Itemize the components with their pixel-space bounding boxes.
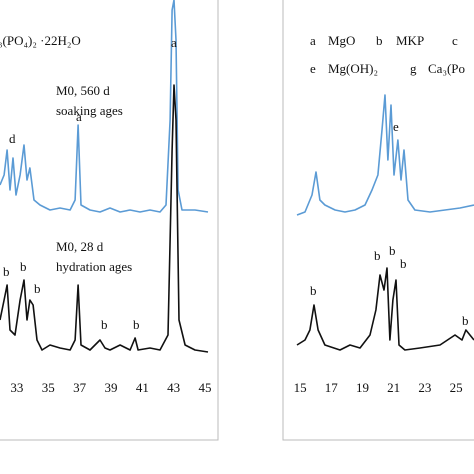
annotation: soaking ages xyxy=(56,103,123,118)
x-tick-label: 25 xyxy=(450,380,463,395)
legend-key: g xyxy=(410,61,417,76)
peak-label: b xyxy=(462,313,469,328)
x-tick-label: 21 xyxy=(387,380,400,395)
annotation: hydration ages xyxy=(56,259,132,274)
xrd-trace xyxy=(296,94,474,216)
legend-text: Mg(OH)₂ xyxy=(328,61,378,76)
x-tick-label: 33 xyxy=(10,380,23,395)
annotation: M0, 560 d xyxy=(56,83,110,98)
left-panel: 33 35 37 39 41 43 45 xyxy=(0,0,212,395)
x-tick-label: 45 xyxy=(199,380,212,395)
legend-key: e xyxy=(310,61,316,76)
x-tick-label: 35 xyxy=(42,380,55,395)
x-tick-label: 19 xyxy=(356,380,369,395)
annotation: M0, 28 d xyxy=(56,239,104,254)
x-tick-label: 23 xyxy=(418,380,431,395)
legend-key: b xyxy=(376,33,383,48)
x-tick-label: 41 xyxy=(136,380,149,395)
legend-text: MKP xyxy=(396,33,424,48)
peak-label: b xyxy=(34,281,41,296)
peak-label: b xyxy=(133,317,140,332)
peak-label: b xyxy=(389,243,396,258)
xrd-trace xyxy=(0,0,209,213)
legend-text: MgO xyxy=(328,33,355,48)
panel-frame xyxy=(0,0,219,441)
peak-label: b xyxy=(374,248,381,263)
legend-text: Ca₃(Po xyxy=(428,61,465,76)
peak-label: e xyxy=(393,119,399,134)
panel-frame xyxy=(282,0,474,441)
peak-label: d xyxy=(9,131,16,146)
x-tick-label: 15 xyxy=(294,380,307,395)
peak-label: a xyxy=(76,109,82,124)
right-panel: 15 17 19 21 23 25 xyxy=(294,94,474,395)
x-tick-label: 37 xyxy=(73,380,87,395)
peak-label: b xyxy=(101,317,108,332)
x-tick-label: 17 xyxy=(325,380,339,395)
peak-label: b xyxy=(3,264,10,279)
legend-key: a xyxy=(310,33,316,48)
x-tick-label: 43 xyxy=(167,380,180,395)
legend-key: c xyxy=(452,33,458,48)
xrd-trace xyxy=(0,84,209,353)
x-tick-label: 39 xyxy=(104,380,117,395)
peak-label: b xyxy=(310,283,317,298)
peak-label: a xyxy=(171,35,177,50)
annotations: ₃(PO₄)₂ ·22H₂O M0, 560 d soaking ages M0… xyxy=(0,33,469,332)
xrd-trace xyxy=(296,267,474,351)
peak-label: b xyxy=(400,256,407,271)
peak-label: b xyxy=(20,259,27,274)
annotation: ₃(PO₄)₂ ·22H₂O xyxy=(0,33,81,48)
